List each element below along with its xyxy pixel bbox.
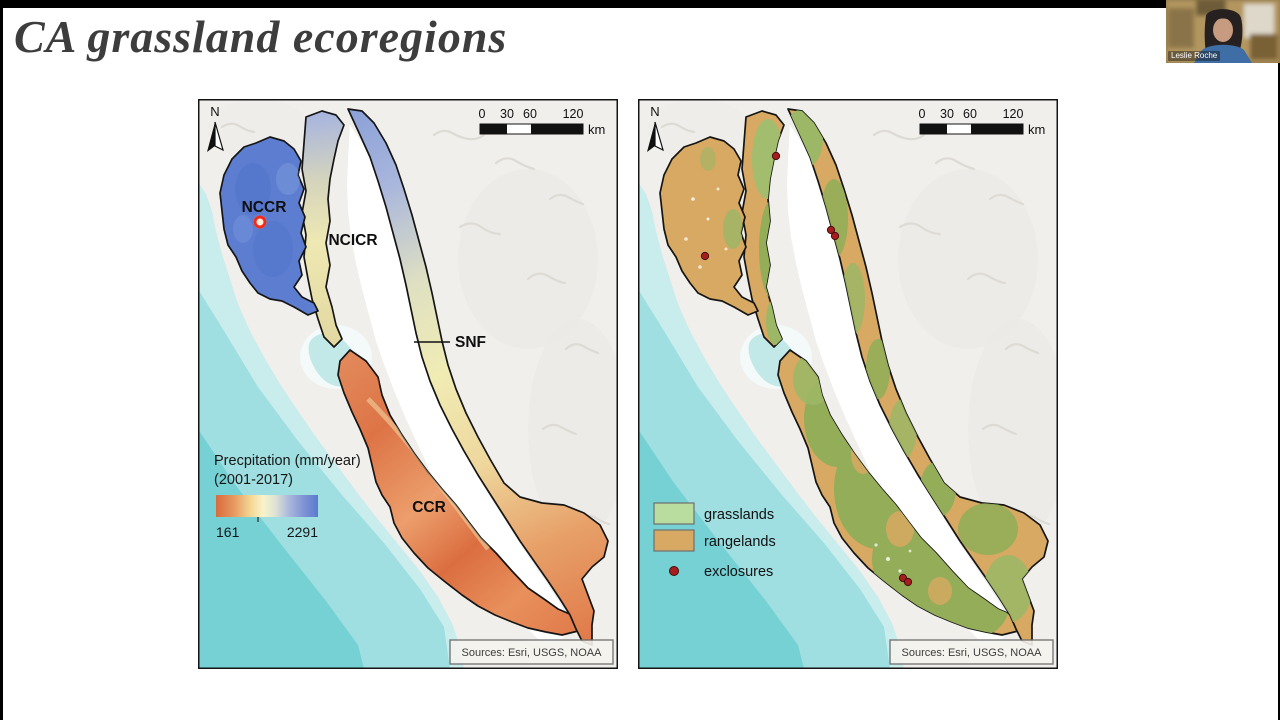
- svg-text:Sources: Esri, USGS, NOAA: Sources: Esri, USGS, NOAA: [902, 647, 1043, 659]
- hillshade-texture: [648, 99, 1068, 650]
- scale-unit-label: km: [588, 122, 605, 137]
- central-valley: [787, 125, 1010, 643]
- sources-attribution: Sources: Esri, USGS, NOAA: [449, 639, 614, 665]
- region-snf-strip: [347, 108, 609, 646]
- ocean: [198, 182, 464, 669]
- webcam-thumbnail[interactable]: Leslie Roche: [1166, 0, 1280, 63]
- exclosure-point: [830, 231, 840, 241]
- scale-tick-120: 120: [563, 107, 584, 121]
- exclosure-point: [700, 251, 710, 261]
- exclosure-point: [771, 151, 781, 161]
- scale-tick-60: 60: [963, 107, 977, 121]
- scale-tick-120: 120: [1003, 107, 1024, 121]
- legend-label-grasslands: grasslands: [704, 507, 774, 523]
- scale-tick-0: 0: [919, 107, 926, 121]
- north-label: N: [210, 104, 219, 119]
- north-label: N: [650, 104, 659, 119]
- page-title: CA grassland ecoregions: [14, 11, 508, 62]
- nccr-mottle: [233, 163, 300, 277]
- webcam-person: [1194, 9, 1252, 63]
- sources-attribution: Sources: Esri, USGS, NOAA: [889, 639, 1054, 665]
- precip-legend-title: Precpitation (mm/year): [214, 453, 361, 469]
- central-valley: [347, 125, 570, 643]
- landcover-map: grasslands rangelands exclosures 0 30 60…: [638, 99, 1068, 669]
- map-frame: [198, 99, 618, 669]
- hillshade-texture: [208, 99, 628, 650]
- legend-label-rangelands: rangelands: [704, 534, 776, 550]
- legend-swatch-exclosures: [669, 566, 679, 576]
- legend-swatch-grasslands: [653, 502, 695, 525]
- exclosure-point: [903, 577, 913, 587]
- north-arrow-icon: N: [207, 104, 224, 152]
- north-arrow-icon: N: [647, 104, 664, 152]
- scale-tick-30: 30: [940, 107, 954, 121]
- legend-label-exclosures: exclosures: [704, 564, 773, 580]
- region-label-nccr: NCCR: [242, 199, 287, 216]
- precip-legend: Precpitation (mm/year) (2001-2017) 161 2…: [214, 453, 361, 540]
- exclosure-markers: [700, 151, 913, 587]
- region-label-ncicr: NCICR: [328, 232, 377, 249]
- exclosure-marker: [253, 215, 267, 229]
- frame-edge-left: [0, 0, 3, 720]
- scale-tick-0: 0: [479, 107, 486, 121]
- scale-unit-label: km: [1028, 122, 1045, 137]
- precip-gradient-bar: [216, 495, 318, 517]
- precip-legend-subtitle: (2001-2017): [214, 472, 293, 488]
- svg-text:Sources: Esri, USGS, NOAA: Sources: Esri, USGS, NOAA: [462, 647, 603, 659]
- scale-tick-60: 60: [523, 107, 537, 121]
- region-label-snf: SNF: [455, 334, 486, 351]
- scale-tick-30: 30: [500, 107, 514, 121]
- frame-edge-right: [1278, 0, 1280, 720]
- ocean: [638, 182, 904, 669]
- scale-bar: 0 30 60 120 km: [919, 107, 1046, 137]
- legend-swatch-rangelands: [653, 529, 695, 552]
- precip-max-label: 2291: [287, 524, 318, 540]
- exclosure-point: [826, 225, 836, 235]
- precipitation-map: NCCR NCICR SNF CCR Precpitation (mm/year…: [198, 99, 628, 669]
- nccr-patches: [684, 147, 743, 269]
- precip-min-label: 161: [216, 524, 240, 540]
- region-label-ccr: CCR: [412, 499, 446, 516]
- scale-bar: 0 30 60 120 km: [479, 107, 606, 137]
- landcover-legend: grasslands rangelands exclosures: [653, 502, 776, 580]
- letterbox-bar: [0, 0, 1280, 8]
- webcam-name-label: Leslie Roche: [1168, 51, 1221, 61]
- map-frame: [638, 99, 1058, 669]
